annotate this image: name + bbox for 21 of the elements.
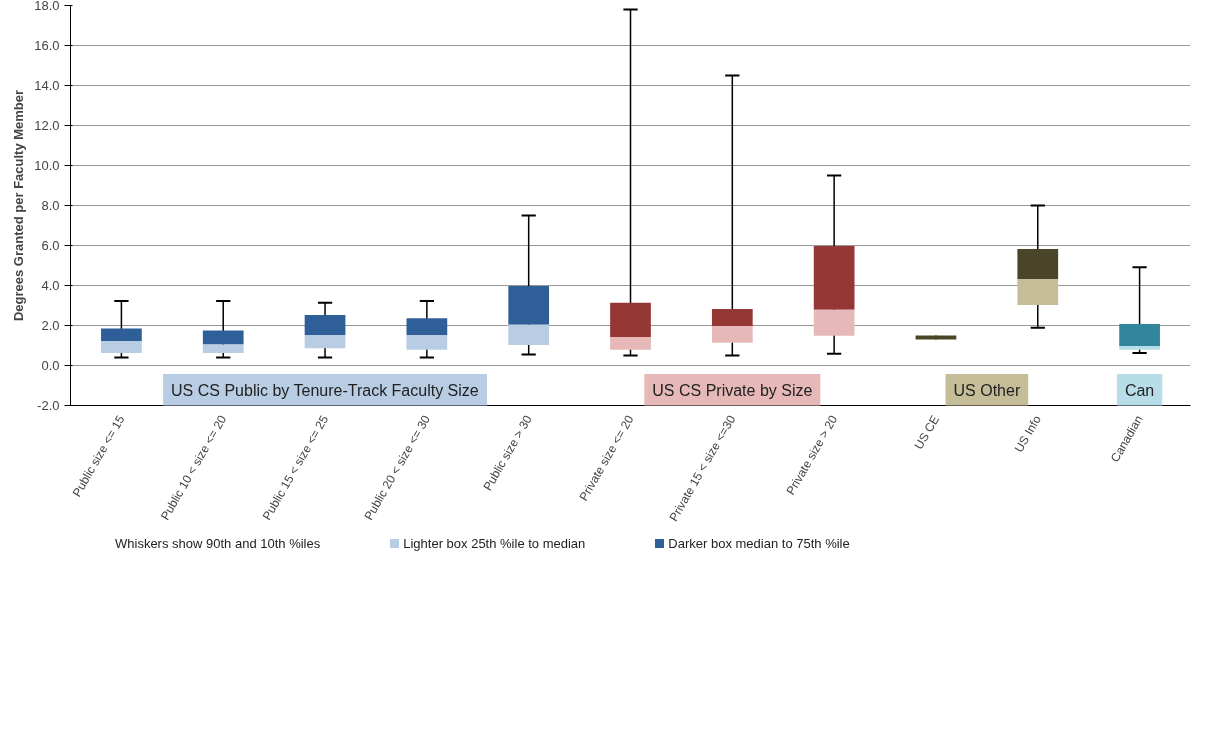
y-tick-label: 10.0 bbox=[34, 158, 60, 173]
text: Whiskers show 90th and 10th %iles bbox=[115, 536, 321, 551]
y-tick-label: 0.0 bbox=[41, 358, 60, 373]
y-axis-title: Degrees Granted per Faculty Member bbox=[11, 89, 27, 322]
y-tick-label: 18.0 bbox=[34, 0, 60, 13]
y-tick-label: 16.0 bbox=[34, 38, 60, 53]
text: Darker box median to 75th %ile bbox=[667, 536, 850, 551]
y-tick-label: 6.0 bbox=[41, 238, 60, 253]
y-tick-label: 2.0 bbox=[41, 318, 60, 333]
y-tick-label: 14.0 bbox=[34, 78, 60, 93]
text: Lighter box 25th %ile to median bbox=[402, 536, 586, 551]
text: US Other bbox=[953, 382, 1021, 399]
y-tick-label: 4.0 bbox=[41, 278, 60, 293]
y-tick-label: -2.0 bbox=[37, 398, 60, 413]
text: Can bbox=[1124, 382, 1155, 399]
y-tick-label: 12.0 bbox=[34, 118, 60, 133]
x-tick-label: US CE bbox=[911, 412, 943, 452]
x-tick-label: US Info bbox=[1011, 412, 1044, 455]
text: US CS Private by Size bbox=[652, 382, 813, 399]
y-tick-label: 8.0 bbox=[41, 198, 60, 213]
text: US CS Public by Tenure-Track Faculty Size bbox=[171, 382, 479, 399]
